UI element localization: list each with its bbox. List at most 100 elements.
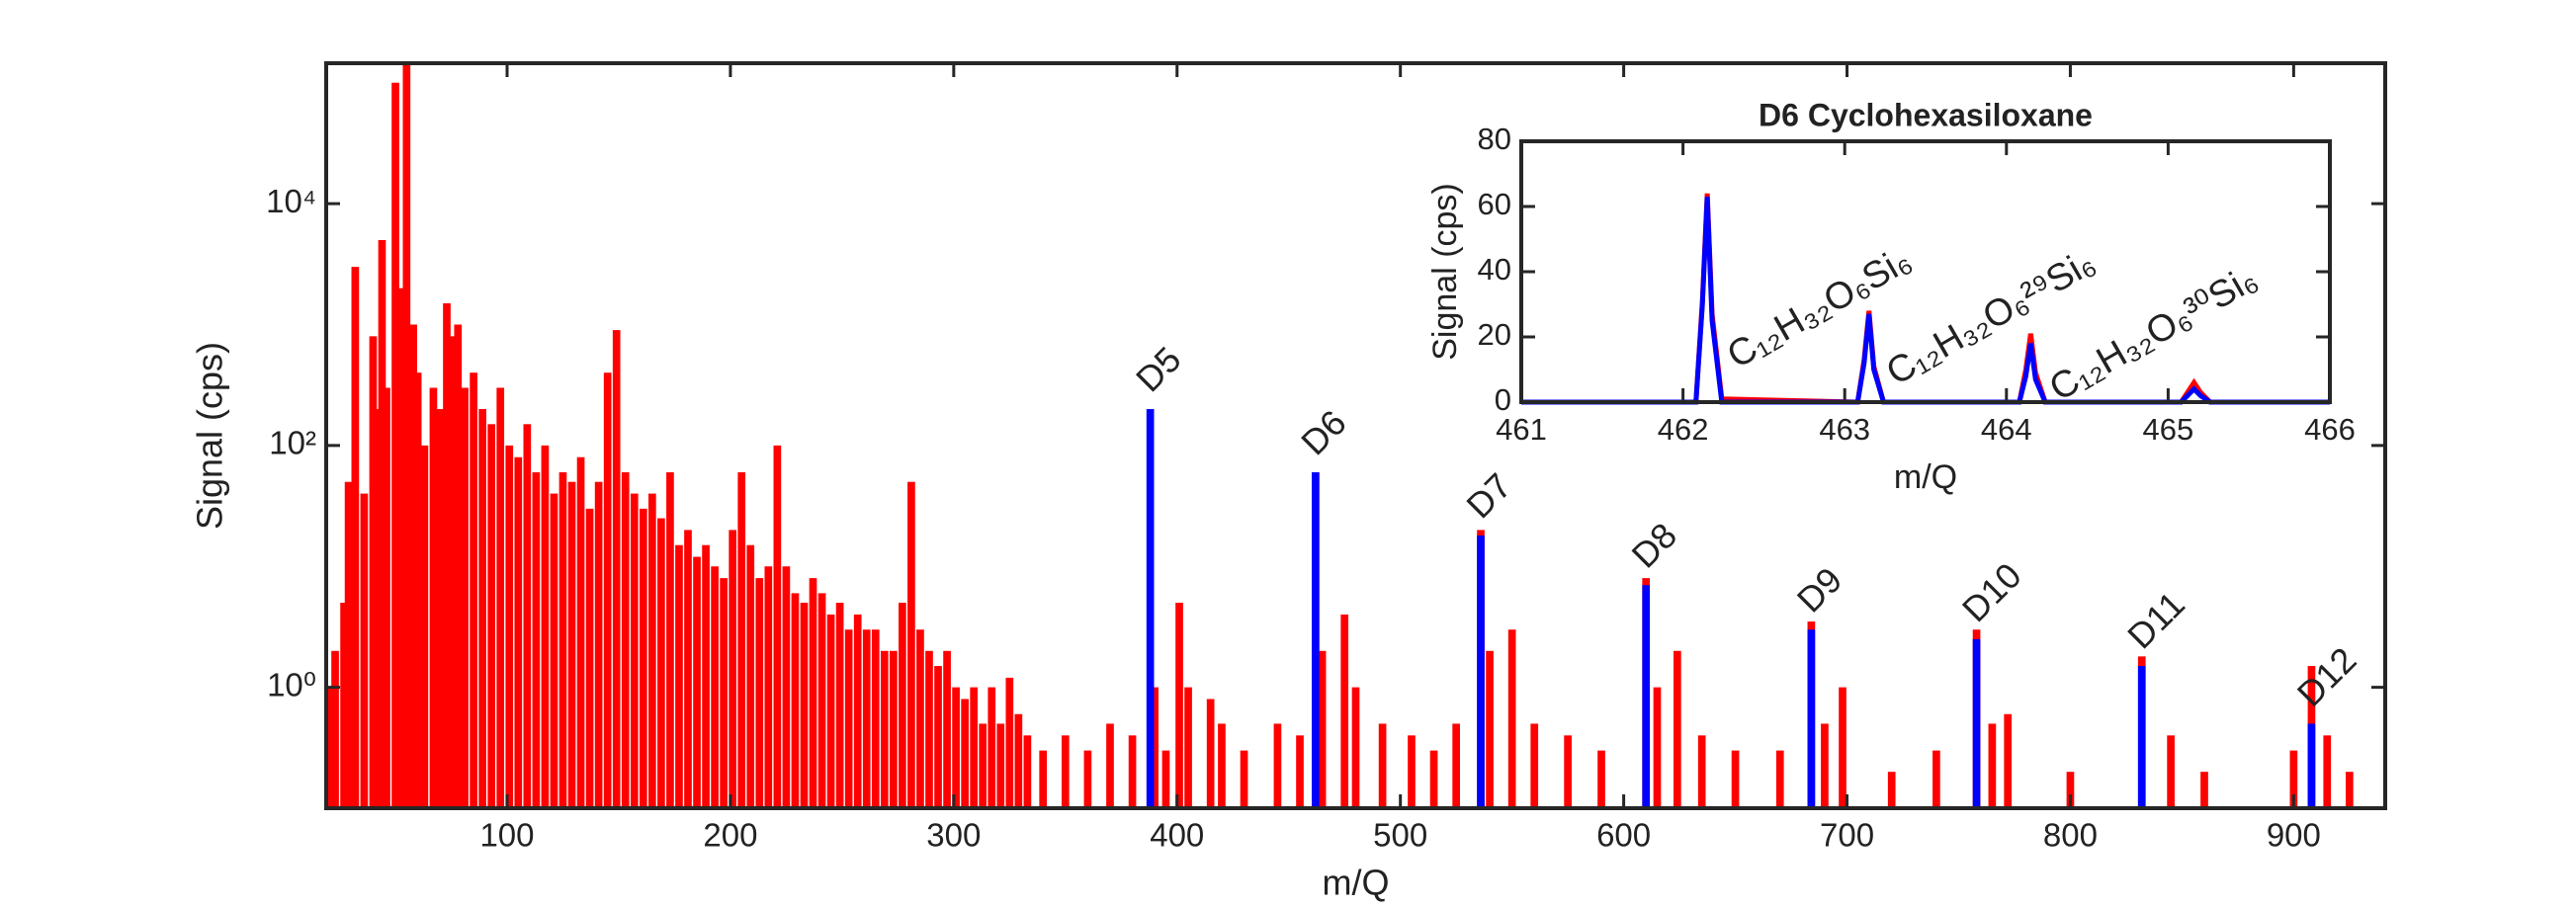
bar: [454, 324, 463, 808]
bar: [639, 508, 647, 808]
x-tick-label: 600: [1596, 817, 1651, 854]
bar: [952, 687, 960, 808]
x-tick-label: 500: [1373, 817, 1427, 854]
bar: [907, 481, 915, 808]
bar: [1932, 750, 1940, 808]
x-axis-label: m/Q: [1894, 458, 1957, 496]
bar: [1151, 687, 1159, 808]
bar: [2289, 750, 2298, 808]
x-tick-label: 462: [1658, 412, 1709, 447]
bar: [1061, 735, 1070, 808]
bar: [1988, 723, 1997, 808]
bar: [934, 666, 942, 808]
bar: [1005, 677, 1014, 808]
bar: [594, 481, 603, 808]
plot-area: [1521, 141, 2330, 402]
axes-box: [324, 61, 2387, 810]
x-tick-label: 463: [1819, 412, 1870, 447]
bar: [1642, 585, 1651, 808]
x-tick-label: 466: [2304, 412, 2356, 447]
x-tick-label: 300: [926, 817, 981, 854]
bar: [899, 603, 906, 808]
bar: [684, 530, 692, 808]
bar: [782, 566, 791, 808]
x-tick-label: 700: [1820, 817, 1874, 854]
bar: [648, 493, 656, 808]
bar: [1697, 735, 1706, 808]
bar: [374, 409, 382, 808]
bar: [1807, 629, 1816, 808]
bar: [1564, 735, 1572, 808]
bar: [729, 530, 737, 808]
bar: [675, 544, 683, 808]
bar: [461, 387, 469, 808]
bar: [2167, 735, 2175, 808]
bar: [478, 409, 486, 808]
bar: [1106, 723, 1114, 808]
bar: [496, 387, 505, 808]
bar: [585, 508, 594, 808]
bar: [1775, 750, 1784, 808]
bar: [360, 493, 369, 808]
x-tick-label: 900: [2267, 817, 2321, 854]
bar: [862, 629, 871, 808]
bar: [657, 518, 665, 808]
bar: [340, 603, 348, 808]
bar: [409, 324, 417, 808]
bar: [1530, 723, 1539, 808]
bar: [970, 687, 979, 808]
y-tick-label: 10⁴: [266, 183, 316, 219]
bar: [2137, 666, 2146, 808]
x-axis-label: m/Q: [1323, 863, 1390, 903]
bar: [447, 336, 456, 808]
bar: [1408, 735, 1416, 808]
bar: [996, 723, 1005, 808]
bar: [630, 493, 639, 808]
y-axis-label: Signal (cps): [1426, 183, 1464, 361]
bar: [1128, 735, 1137, 808]
bar: [420, 445, 429, 808]
bar: [443, 302, 451, 808]
bar: [378, 239, 386, 809]
bar: [1273, 723, 1282, 808]
bar: [1477, 536, 1485, 808]
y-axis-label: Signal (cps): [190, 342, 230, 530]
bar: [1597, 750, 1605, 808]
bar: [523, 424, 532, 808]
y-tick-label: 60: [1478, 187, 1511, 221]
bar: [702, 544, 710, 808]
bar: [429, 387, 438, 808]
bar: [1318, 650, 1327, 808]
bar: [436, 409, 445, 808]
x-tick-label: 100: [479, 817, 534, 854]
bar: [987, 687, 996, 808]
bar: [871, 629, 880, 808]
bar: [1161, 750, 1170, 808]
bar: [666, 472, 674, 808]
bar: [532, 472, 541, 808]
bar: [2200, 772, 2208, 808]
bar: [413, 372, 422, 808]
y-tick-label: 40: [1478, 252, 1511, 287]
bar: [826, 614, 835, 808]
bar: [1340, 614, 1349, 808]
bar: [1731, 750, 1740, 808]
bar: [1378, 723, 1387, 808]
bar: [1351, 687, 1360, 808]
bar: [1673, 650, 1681, 808]
bar: [746, 544, 755, 808]
bar: [1887, 772, 1896, 808]
inset-title: D6 Cyclohexasiloxane: [1759, 97, 2093, 132]
x-tick-label: 800: [2043, 817, 2098, 854]
bar: [1039, 750, 1048, 808]
y-tick-label: 10⁰: [267, 666, 316, 702]
bar: [1507, 629, 1516, 808]
bar: [693, 556, 701, 808]
bar: [809, 578, 817, 808]
bar: [1206, 699, 1215, 808]
bar: [603, 372, 612, 808]
bar: [817, 593, 826, 808]
bar: [1014, 713, 1023, 808]
y-tick-label: 0: [1495, 382, 1511, 417]
